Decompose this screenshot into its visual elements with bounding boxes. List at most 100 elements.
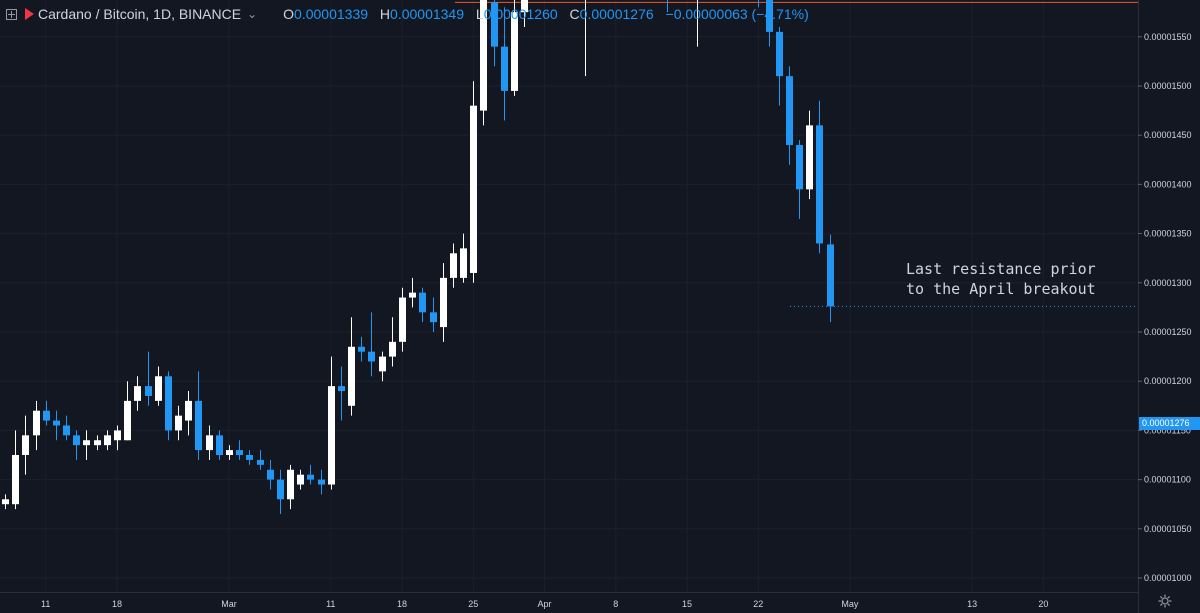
candle-body [827, 244, 834, 307]
candle[interactable] [827, 234, 834, 323]
candle[interactable] [806, 110, 813, 200]
candle-body [236, 450, 243, 455]
candle[interactable] [368, 312, 375, 377]
time-tick-label: 18 [397, 599, 407, 609]
candle-body [409, 292, 416, 298]
candle[interactable] [33, 400, 40, 451]
candle[interactable] [257, 450, 264, 470]
candle[interactable] [83, 430, 90, 460]
candle[interactable] [399, 287, 406, 352]
candle[interactable] [277, 469, 284, 515]
candle[interactable] [236, 440, 243, 460]
candle[interactable] [12, 430, 19, 510]
candle[interactable] [460, 233, 467, 283]
candle[interactable] [195, 371, 202, 460]
candle[interactable] [307, 464, 314, 485]
candle-body [94, 440, 101, 446]
chevron-down-icon[interactable]: ⌄ [247, 7, 258, 21]
candle-body [185, 400, 192, 421]
price-tick-label: 0.00001150 [1144, 425, 1191, 435]
candle[interactable] [786, 66, 793, 165]
candle[interactable] [419, 287, 426, 323]
expand-icon[interactable] [6, 8, 17, 20]
candle[interactable] [470, 81, 477, 283]
candle[interactable] [358, 336, 365, 362]
flag-icon[interactable] [25, 8, 34, 20]
candle[interactable] [267, 459, 274, 490]
candle[interactable] [501, 7, 508, 121]
candle[interactable] [134, 376, 141, 411]
resistance-annotation[interactable]: Last resistance prior to the April break… [906, 260, 1096, 298]
candle[interactable] [450, 243, 457, 288]
candle[interactable] [338, 366, 345, 421]
candle-body [114, 430, 121, 441]
candle[interactable] [216, 430, 223, 460]
candle[interactable] [287, 464, 294, 510]
price-axis[interactable]: 0.00001000 0.00001050 0.00001100 0.00001150… [1138, 32, 1192, 583]
candle[interactable] [766, 0, 773, 47]
candle[interactable] [755, 0, 762, 8]
close-label: C [569, 6, 580, 22]
candle[interactable] [114, 425, 121, 451]
candle-body [796, 145, 803, 190]
candle-body [145, 386, 152, 396]
candle[interactable] [94, 435, 101, 451]
candle[interactable] [63, 415, 70, 441]
candle[interactable] [2, 494, 9, 510]
candle[interactable] [582, 0, 589, 77]
candle-body [766, 0, 773, 32]
candle[interactable] [22, 415, 29, 475]
candle[interactable] [175, 405, 182, 441]
candle[interactable] [389, 317, 396, 367]
candle[interactable] [348, 317, 355, 416]
candle[interactable] [124, 381, 131, 441]
price-tick-label: 0.00001250 [1144, 327, 1192, 337]
candle[interactable] [491, 0, 498, 67]
candle[interactable] [409, 277, 416, 308]
candle[interactable] [43, 400, 50, 426]
high-value: 0.00001349 [390, 6, 464, 22]
candle[interactable] [155, 366, 162, 406]
candle[interactable] [145, 351, 152, 406]
open-label: O [283, 6, 295, 22]
time-tick-label: 25 [468, 599, 478, 609]
candle[interactable] [318, 469, 325, 495]
candle[interactable] [521, 0, 528, 27]
candle-body [246, 455, 253, 460]
candle[interactable] [480, 0, 487, 126]
candle-body [53, 420, 60, 426]
price-tick-label: 0.00001500 [1144, 81, 1192, 91]
candle-body [33, 410, 40, 436]
candle[interactable] [379, 351, 386, 382]
candle[interactable] [206, 425, 213, 460]
candle[interactable] [430, 297, 437, 332]
candle-body [450, 253, 457, 278]
candle-body [297, 474, 304, 485]
candle[interactable] [776, 26, 783, 106]
time-axis[interactable]: 11 18 Mar 11 18 25 Apr 8 15 22 May 13 20 [41, 599, 1048, 609]
candle[interactable] [511, 0, 518, 96]
candle[interactable] [185, 391, 192, 436]
candle[interactable] [73, 430, 80, 460]
candle[interactable] [816, 100, 823, 254]
symbol-title[interactable]: Cardano / Bitcoin, 1D, BINANCE [38, 6, 242, 22]
candle-body [348, 346, 355, 406]
time-tick-label: Apr [538, 599, 552, 609]
candle[interactable] [328, 356, 335, 490]
candle[interactable] [694, 0, 701, 47]
candle[interactable] [53, 410, 60, 441]
candle-body [328, 386, 335, 485]
candle[interactable] [165, 371, 172, 441]
candle-body [12, 455, 19, 505]
high-label: H [379, 6, 391, 22]
candle[interactable] [440, 263, 447, 342]
candle[interactable] [246, 450, 253, 465]
candle[interactable] [297, 469, 304, 490]
candle[interactable] [664, 0, 671, 13]
candle[interactable] [226, 445, 233, 460]
candle[interactable] [796, 140, 803, 219]
candle[interactable] [104, 430, 111, 451]
settings-icon[interactable] [1158, 594, 1172, 608]
candle-body [816, 125, 823, 244]
